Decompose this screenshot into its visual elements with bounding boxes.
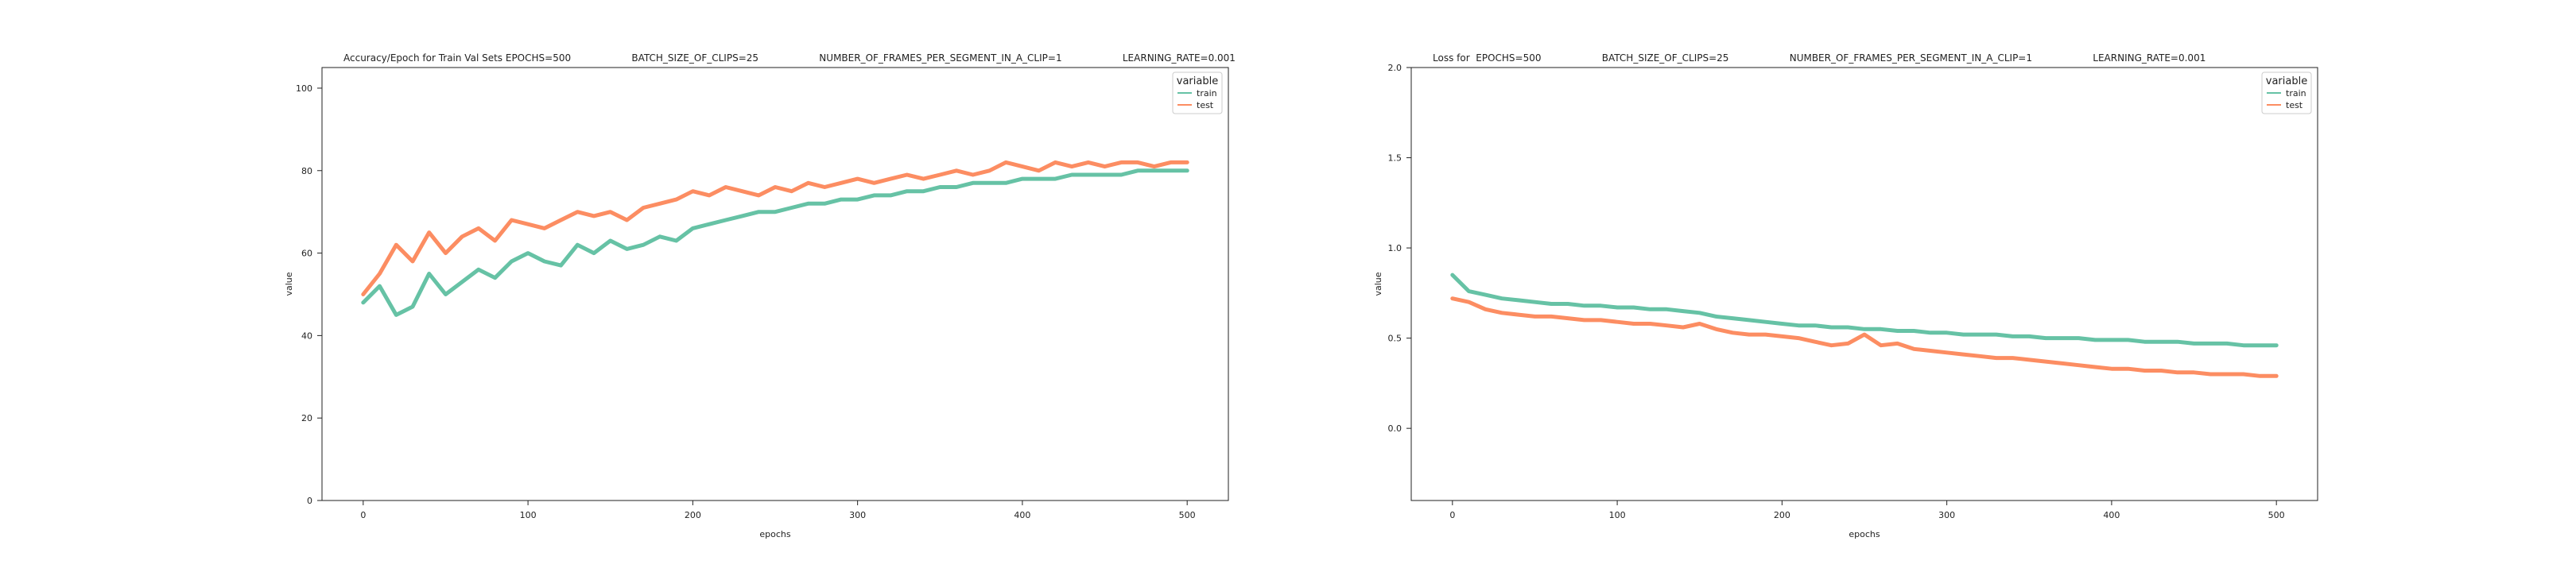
y-tick-label: 100 xyxy=(296,83,312,94)
y-tick-label: 20 xyxy=(301,413,312,423)
legend-box xyxy=(2261,72,2312,114)
x-tick-label: 200 xyxy=(1774,510,1790,520)
x-tick-label: 500 xyxy=(2268,510,2285,520)
plot-area xyxy=(1411,68,2318,500)
series-line-test xyxy=(1450,296,2279,378)
x-tick-label: 300 xyxy=(849,510,866,520)
series-line-train xyxy=(361,168,1189,317)
plot-frame xyxy=(321,67,1229,501)
x-tick-label: 400 xyxy=(1014,510,1030,520)
x-tick-label: 0 xyxy=(1449,510,1455,520)
chart-panel-1: 0 100 200 300 400 500 0 20 40 60 80 100 epochs value A… xyxy=(284,52,1236,539)
legend-box xyxy=(1172,72,1223,114)
y-tick-label: 2.0 xyxy=(1388,63,1402,73)
plot-area xyxy=(322,68,1228,500)
series-line-test xyxy=(361,160,1189,296)
x-tick-label: 100 xyxy=(1609,510,1626,520)
legend-label-train: train xyxy=(2286,88,2306,99)
legend-label-test: test xyxy=(1197,100,1214,110)
x-tick-label: 0 xyxy=(360,510,366,520)
y-tick-label: 0.0 xyxy=(1388,423,1402,434)
legend-label-train: train xyxy=(1197,88,1217,99)
x-axis-label: epochs xyxy=(759,529,790,539)
y-tick-label: 60 xyxy=(301,249,312,259)
legend-title: variable xyxy=(1177,75,1218,87)
legend-title: variable xyxy=(2266,75,2307,87)
plot-frame xyxy=(1410,67,2318,501)
y-tick-label: 0.5 xyxy=(1388,334,1402,344)
y-tick-label: 0 xyxy=(307,496,312,506)
chart-panel-2: 0 100 200 300 400 500 0.0 0.5 1.0 1.5 2.0 epochs val… xyxy=(1373,52,2318,539)
y-axis-label: value xyxy=(1373,272,1383,296)
series-line-train xyxy=(1450,272,2279,348)
y-tick-label: 1.5 xyxy=(1388,153,1402,164)
x-tick-label: 300 xyxy=(1938,510,1955,520)
y-tick-label: 80 xyxy=(301,166,312,176)
legend-label-test: test xyxy=(2286,100,2303,110)
y-tick-label: 40 xyxy=(301,330,312,341)
x-tick-label: 500 xyxy=(1179,510,1196,520)
x-tick-label: 100 xyxy=(520,510,537,520)
y-tick-label: 1.0 xyxy=(1388,243,1402,253)
chart-title: Accuracy/Epoch for Train Val Sets EPOCHS… xyxy=(343,52,1236,64)
chart-title: Loss for EPOCHS=500 BATCH_SIZE_OF_CLIPS=… xyxy=(1433,52,2206,64)
x-tick-label: 400 xyxy=(2103,510,2120,520)
y-axis-label: value xyxy=(284,272,294,296)
x-tick-label: 200 xyxy=(685,510,701,520)
x-axis-label: epochs xyxy=(1849,529,1880,539)
